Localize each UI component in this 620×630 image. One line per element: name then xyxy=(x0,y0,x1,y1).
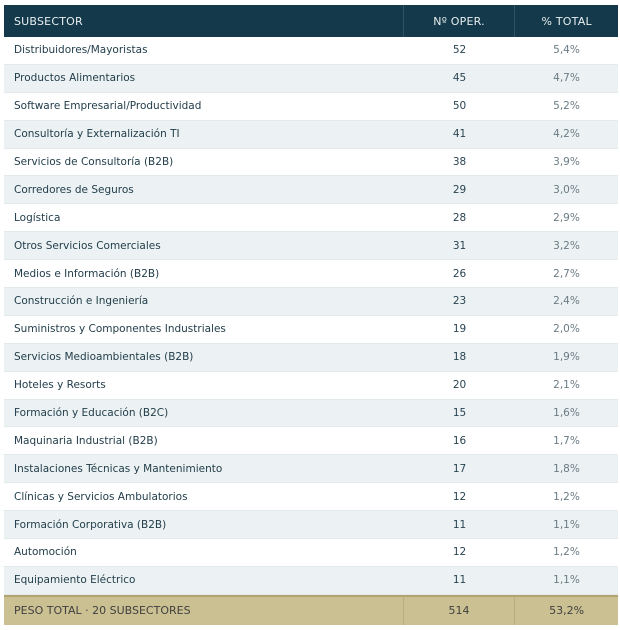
table-row: Medios e Información (B2B) 26 2,7% xyxy=(4,260,618,289)
cell-percent: 3,2% xyxy=(553,239,580,252)
cell-operations: 50 xyxy=(452,100,467,113)
table-row: Formación Corporativa (B2B) 11 1,1% xyxy=(4,511,618,540)
cell-percent: 1,1% xyxy=(553,574,580,587)
cell-subsector: Software Empresarial/Productividad xyxy=(14,100,202,113)
cell-percent: 1,2% xyxy=(553,546,580,559)
table-row: Clínicas y Servicios Ambulatorios 12 1,2% xyxy=(4,483,618,512)
cell-percent: 5,4% xyxy=(553,44,580,57)
cell-subsector: Maquinaria Industrial (B2B) xyxy=(14,434,158,447)
cell-subsector: Formación Corporativa (B2B) xyxy=(14,518,167,531)
cell-percent: 5,2% xyxy=(553,100,580,113)
cell-subsector: Medios e Información (B2B) xyxy=(14,267,160,280)
cell-subsector: Corredores de Seguros xyxy=(14,183,134,196)
table-row: Formación y Educación (B2C) 15 1,6% xyxy=(4,399,618,428)
cell-subsector: Clínicas y Servicios Ambulatorios xyxy=(14,490,188,503)
cell-operations: 11 xyxy=(452,574,467,587)
cell-operations: 17 xyxy=(452,462,467,475)
table-row: Productos Alimentarios 45 4,7% xyxy=(4,64,618,93)
table-row: Automoción 12 1,2% xyxy=(4,539,618,567)
cell-percent: 2,0% xyxy=(553,323,580,336)
cell-subsector: Consultoría y Externalización TI xyxy=(14,128,180,141)
cell-operations: 15 xyxy=(452,407,467,420)
cell-operations: 31 xyxy=(452,239,467,252)
table-header: SUBSECTOR Nº OPER. % TOTAL xyxy=(4,5,618,37)
cell-percent: 1,8% xyxy=(553,462,580,475)
cell-operations: 11 xyxy=(452,518,467,531)
table-row: Otros Servicios Comerciales 31 3,2% xyxy=(4,232,618,261)
footer-operations: 514 xyxy=(402,596,515,625)
cell-subsector: Equipamiento Eléctrico xyxy=(14,574,136,587)
cell-operations: 41 xyxy=(452,128,467,141)
cell-subsector: Servicios de Consultoría (B2B) xyxy=(14,156,174,168)
cell-percent: 2,1% xyxy=(553,379,580,392)
cell-operations: 18 xyxy=(452,351,467,364)
cell-operations: 45 xyxy=(452,72,467,85)
cell-percent: 1,7% xyxy=(553,434,580,447)
footer-label: PESO TOTAL · 20 SUBSECTORES xyxy=(14,604,191,618)
cell-subsector: Servicios Medioambientales (B2B) xyxy=(14,351,194,364)
table-row: Hoteles y Resorts 20 2,1% xyxy=(4,372,618,400)
cell-subsector: Logística xyxy=(14,211,61,224)
cell-subsector: Automoción xyxy=(14,546,77,559)
cell-percent: 3,0% xyxy=(553,183,580,196)
cell-subsector: Otros Servicios Comerciales xyxy=(14,239,161,252)
cell-percent: 4,7% xyxy=(553,72,580,85)
header-subsector: SUBSECTOR xyxy=(14,14,83,28)
cell-percent: 1,1% xyxy=(553,518,580,531)
table-row: Consultoría y Externalización TI 41 4,2% xyxy=(4,120,618,149)
table-row: Servicios de Consultoría (B2B) 38 3,9% xyxy=(4,149,618,177)
cell-operations: 23 xyxy=(452,295,467,308)
table-row: Corredores de Seguros 29 3,0% xyxy=(4,176,618,205)
table-row: Software Empresarial/Productividad 50 5,2% xyxy=(4,93,618,121)
cell-subsector: Formación y Educación (B2C) xyxy=(14,407,169,420)
cell-operations: 29 xyxy=(452,183,467,196)
cell-percent: 3,9% xyxy=(553,156,580,168)
table-row: Instalaciones Técnicas y Mantenimiento 17… xyxy=(4,455,618,484)
cell-subsector: Construcción e Ingeniería xyxy=(14,295,149,308)
cell-operations: 12 xyxy=(452,546,467,559)
cell-percent: 1,9% xyxy=(553,351,580,364)
table-row: Servicios Medioambientales (B2B) 18 1,9% xyxy=(4,343,618,372)
cell-operations: 38 xyxy=(452,156,467,168)
cell-operations: 12 xyxy=(452,490,467,503)
cell-operations: 20 xyxy=(452,379,467,392)
table-footer: PESO TOTAL · 20 SUBSECTORES 514 53,2% xyxy=(4,594,618,625)
cell-subsector: Distribuidores/Mayoristas xyxy=(14,44,148,57)
table-row: Suministros y Componentes Industriales 19… xyxy=(4,316,618,344)
footer-percent: 53,2% xyxy=(514,596,618,625)
cell-subsector: Suministros y Componentes Industriales xyxy=(14,323,226,336)
cell-percent: 4,2% xyxy=(553,128,580,141)
subsector-table: SUBSECTOR Nº OPER. % TOTAL Distribuidore… xyxy=(4,5,618,625)
cell-operations: 28 xyxy=(452,211,467,224)
cell-subsector: Productos Alimentarios xyxy=(14,72,136,85)
cell-percent: 1,2% xyxy=(553,490,580,503)
cell-percent: 2,9% xyxy=(553,211,580,224)
cell-percent: 1,6% xyxy=(553,407,580,420)
table-row: Logística 28 2,9% xyxy=(4,204,618,233)
table-row: Construcción e Ingeniería 23 2,4% xyxy=(4,288,618,316)
cell-subsector: Instalaciones Técnicas y Mantenimiento xyxy=(14,462,223,475)
table-row: Equipamiento Eléctrico 11 1,1% xyxy=(4,566,618,595)
table-row: Distribuidores/Mayoristas 52 5,4% xyxy=(4,37,618,65)
cell-operations: 19 xyxy=(452,323,467,336)
cell-percent: 2,7% xyxy=(553,267,580,280)
cell-operations: 52 xyxy=(452,44,467,57)
header-percent: % TOTAL xyxy=(514,5,618,37)
table-body: Distribuidores/Mayoristas 52 5,4% Productos… xyxy=(4,37,618,595)
header-operations: Nº OPER. xyxy=(402,5,515,37)
cell-operations: 16 xyxy=(452,434,467,447)
cell-subsector: Hoteles y Resorts xyxy=(14,379,106,392)
cell-percent: 2,4% xyxy=(553,295,580,308)
cell-operations: 26 xyxy=(452,267,467,280)
table-row: Maquinaria Industrial (B2B) 16 1,7% xyxy=(4,427,618,456)
